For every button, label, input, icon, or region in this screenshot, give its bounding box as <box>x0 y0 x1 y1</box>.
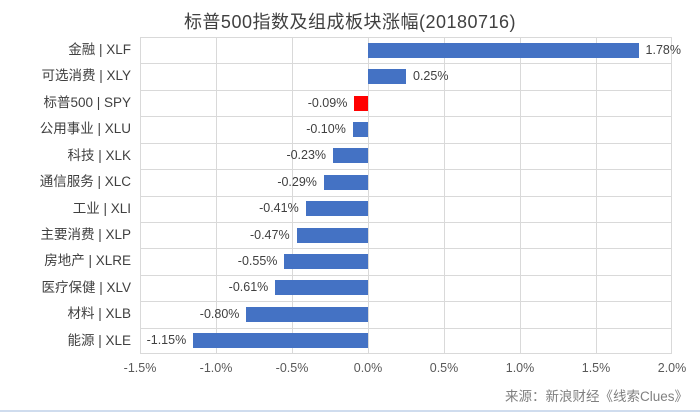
h-gridline <box>140 248 672 249</box>
source-caption: 来源：新浪财经《线索Clues》 <box>504 389 688 404</box>
h-gridline <box>140 353 672 354</box>
bar <box>368 69 406 85</box>
category-label: 科技 | XLK <box>67 147 131 163</box>
category-label: 主要消费 | XLP <box>40 226 131 242</box>
category-label: 医疗保健 | XLV <box>41 279 131 295</box>
value-label: -0.10% <box>306 121 346 136</box>
value-label: -0.55% <box>237 254 278 269</box>
h-gridline <box>140 275 672 276</box>
v-gridline <box>368 37 369 354</box>
category-label: 通信服务 | XLC <box>39 174 131 190</box>
category-label: 标普500 | SPY <box>43 94 131 110</box>
category-label: 房地产 | XLRE <box>44 253 131 269</box>
bar <box>275 280 368 296</box>
bar <box>368 42 639 58</box>
category-label: 可选消费 | XLY <box>41 68 131 84</box>
chart-title: 标普500指数及组成板块涨幅(20180716) <box>183 12 517 32</box>
x-tick-label: 1.5% <box>581 361 611 375</box>
category-label: 材料 | XLB <box>67 306 131 322</box>
bar <box>284 254 368 270</box>
value-label: -0.23% <box>286 148 327 163</box>
x-tick-label: 0.0% <box>353 361 383 375</box>
h-gridline <box>140 301 672 302</box>
h-gridline <box>140 63 672 64</box>
bar <box>353 121 368 137</box>
v-gridline <box>292 37 293 354</box>
bar <box>306 201 368 217</box>
h-gridline <box>140 222 672 223</box>
bar <box>297 227 368 243</box>
bar <box>333 148 368 164</box>
category-label: 工业 | XLI <box>72 200 131 216</box>
h-gridline <box>140 37 672 38</box>
v-gridline <box>216 37 217 354</box>
value-label: -0.29% <box>277 174 317 189</box>
bar <box>354 95 368 111</box>
h-gridline <box>140 90 672 91</box>
bar <box>193 333 368 349</box>
bar <box>324 174 368 190</box>
h-gridline <box>140 328 672 329</box>
value-label: 1.78% <box>645 42 681 57</box>
x-tick-label: 2.0% <box>657 361 687 375</box>
category-label: 金融 | XLF <box>68 42 131 57</box>
value-label: -0.61% <box>228 280 269 295</box>
category-label: 公用事业 | XLU <box>39 121 131 137</box>
x-tick-label: -1.5% <box>123 361 157 375</box>
bottom-divider <box>0 410 700 412</box>
value-label: -1.15% <box>146 333 187 348</box>
v-gridline <box>140 37 141 354</box>
value-label: -0.80% <box>199 306 240 321</box>
plot-area: 金融 | XLF 1.78% 可选消费 | XLY 0.25% 标普500 | SPY -… <box>40 37 681 354</box>
h-gridline <box>140 143 672 144</box>
v-gridline <box>596 37 597 354</box>
x-tick-label: -0.5% <box>275 361 309 375</box>
value-label: -0.09% <box>307 95 348 110</box>
x-tick-label: 1.0% <box>505 361 535 375</box>
v-gridline <box>671 37 672 354</box>
v-gridline <box>444 37 445 354</box>
v-gridline <box>520 37 521 354</box>
bar <box>246 306 368 322</box>
h-gridline <box>140 196 672 197</box>
value-label: -0.41% <box>259 201 299 216</box>
h-gridline <box>140 116 672 117</box>
x-tick-label: -1.0% <box>199 361 233 375</box>
category-label: 能源 | XLE <box>67 332 131 348</box>
x-tick-label: 0.5% <box>429 361 459 375</box>
h-gridline <box>140 169 672 170</box>
value-label: 0.25% <box>413 69 449 84</box>
value-label: -0.47% <box>249 227 290 242</box>
